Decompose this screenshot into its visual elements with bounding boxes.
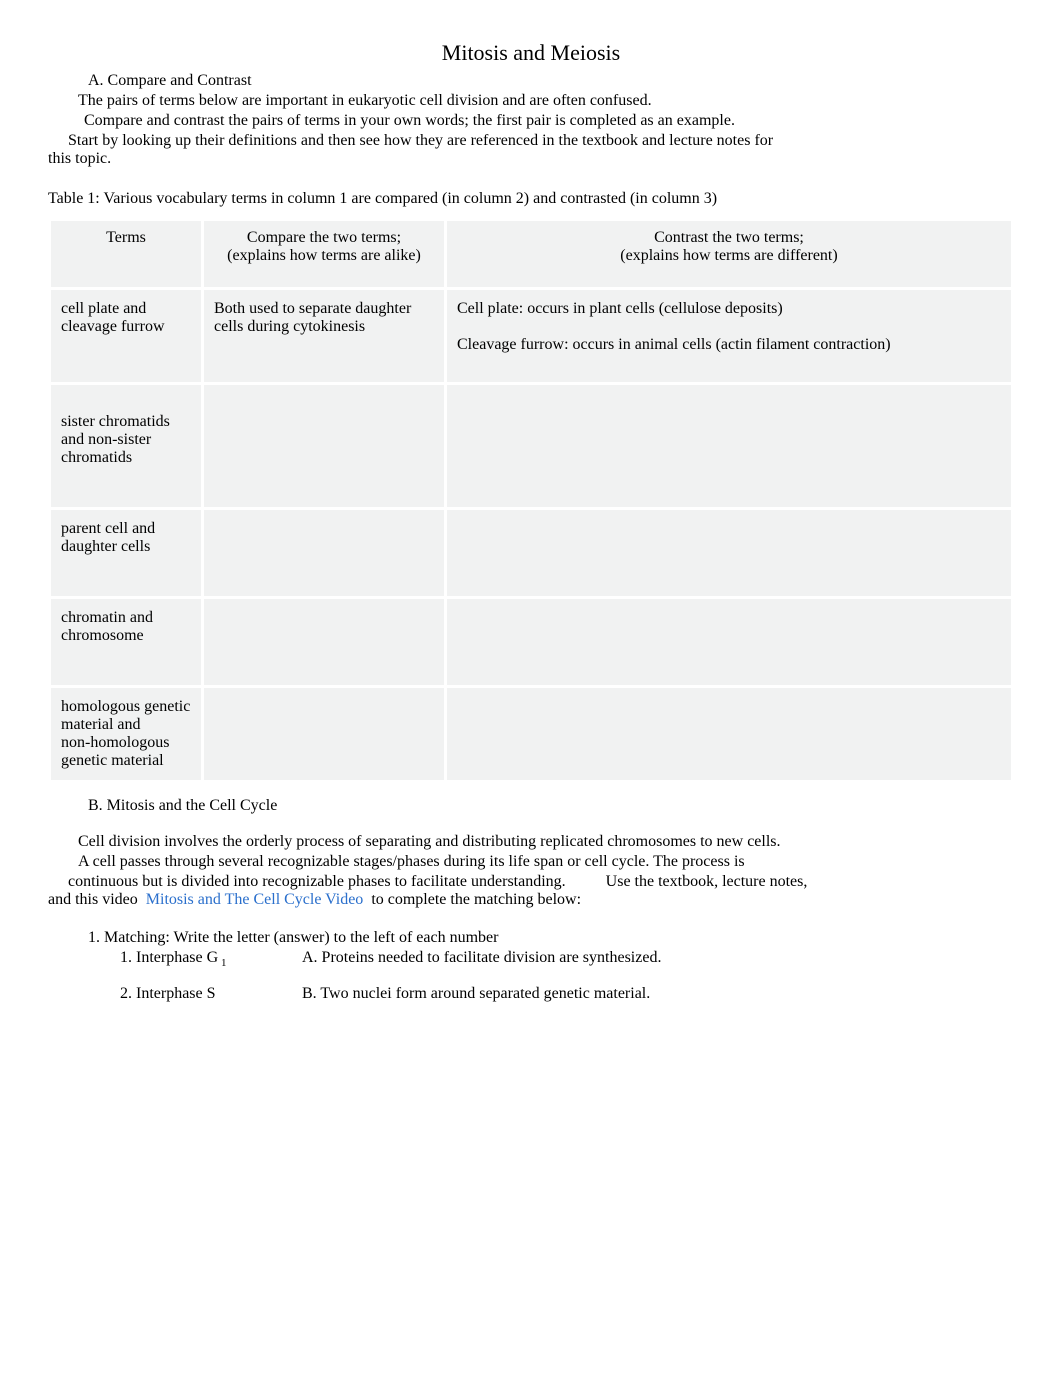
section-b-p3: continuous but is divided into recogniza… [48, 873, 1014, 909]
matching-right: B. Two nuclei form around separated gene… [302, 985, 1014, 1005]
th-contrast: Contrast the two terms; (explains how te… [447, 221, 1011, 287]
section-a-intro-3b: this topic. [48, 150, 111, 167]
video-link[interactable]: Mitosis and The Cell Cycle Video [146, 891, 364, 908]
section-b-p3b-pre: and this video [48, 891, 146, 908]
table-header-row: Terms Compare the two terms; (explains h… [51, 221, 1011, 287]
th-compare: Compare the two terms; (explains how ter… [204, 221, 444, 287]
cell-contrast [447, 688, 1011, 780]
section-b-p3a: continuous but is divided into recogniza… [48, 873, 807, 890]
table-row: chromatin and chromosome [51, 599, 1011, 685]
section-a-heading: A. Compare and Contrast [88, 72, 1014, 90]
section-a-intro-3a: Start by looking up their definitions an… [48, 132, 773, 149]
table-row: parent cell and daughter cells [51, 510, 1011, 596]
cell-compare [204, 688, 444, 780]
cell-compare: Both used to separate daughter cells dur… [204, 290, 444, 382]
section-b-p2: A cell passes through several recognizab… [78, 853, 1014, 871]
cell-contrast [447, 510, 1011, 596]
table-caption: Table 1: Various vocabulary terms in col… [48, 190, 1014, 208]
matching-row: 2. Interphase S B. Two nuclei form aroun… [120, 985, 1014, 1005]
section-a-intro-1: The pairs of terms below are important i… [78, 92, 1014, 110]
matching-left: 1. Interphase G 1 [120, 949, 302, 969]
cell-terms: homologous genetic material and non-homo… [51, 688, 201, 780]
cell-terms: chromatin and chromosome [51, 599, 201, 685]
page-title: Mitosis and Meiosis [48, 40, 1014, 66]
cell-contrast: Cell plate: occurs in plant cells (cellu… [447, 290, 1011, 382]
cell-terms: parent cell and daughter cells [51, 510, 201, 596]
cell-contrast [447, 385, 1011, 507]
matching-row: 1. Interphase G 1 A. Proteins needed to … [120, 949, 1014, 969]
cell-contrast [447, 599, 1011, 685]
matching-heading: 1. Matching: Write the letter (answer) t… [88, 929, 1014, 947]
table-row: cell plate and cleavage furrow Both used… [51, 290, 1011, 382]
section-b-p3b-post: to complete the matching below: [363, 891, 581, 908]
table-row: sister chromatids and non-sister chromat… [51, 385, 1011, 507]
section-b-p1: Cell division involves the orderly proce… [78, 833, 1014, 851]
cell-compare [204, 510, 444, 596]
cell-compare [204, 385, 444, 507]
matching-left: 2. Interphase S [120, 985, 302, 1005]
th-terms: Terms [51, 221, 201, 287]
cell-terms: sister chromatids and non-sister chromat… [51, 385, 201, 507]
matching-right: A. Proteins needed to facilitate divisio… [302, 949, 1014, 969]
cell-compare [204, 599, 444, 685]
section-a-intro-2: Compare and contrast the pairs of terms … [84, 112, 1014, 130]
cell-terms: cell plate and cleavage furrow [51, 290, 201, 382]
section-b-heading: B. Mitosis and the Cell Cycle [88, 797, 1014, 815]
section-a-intro-3: Start by looking up their definitions an… [48, 132, 1014, 168]
matching-left-pre: 2. Interphase S [120, 985, 216, 1002]
matching-left-pre: 1. Interphase G [120, 949, 218, 966]
vocab-table: Terms Compare the two terms; (explains h… [48, 218, 1014, 783]
matching-left-sub: 1 [218, 957, 226, 969]
table-row: homologous genetic material and non-homo… [51, 688, 1011, 780]
